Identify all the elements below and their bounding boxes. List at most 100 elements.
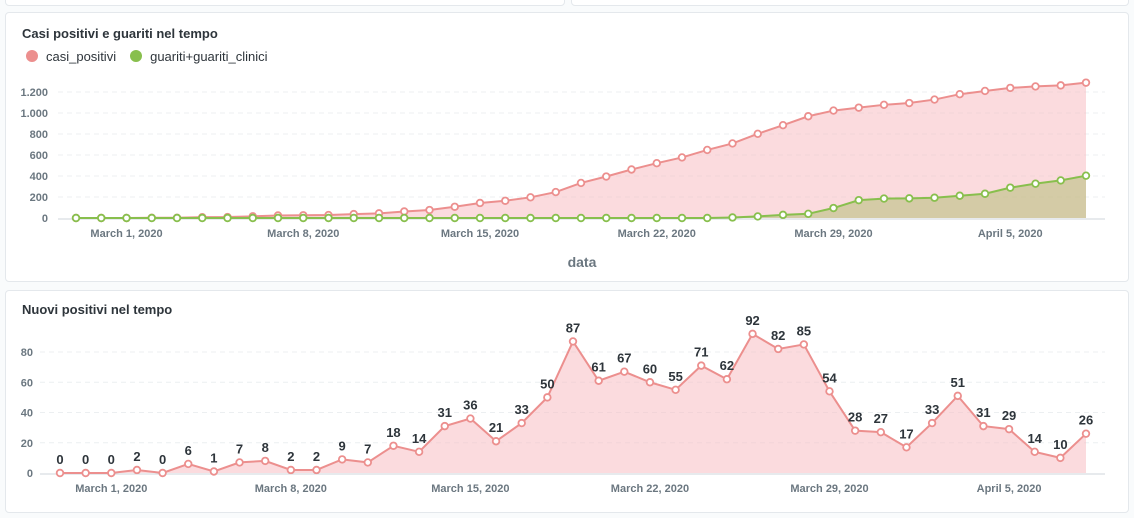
data-point	[81, 468, 90, 478]
data-point	[425, 205, 434, 215]
y-tick-label: 0	[42, 213, 48, 225]
data-point	[829, 203, 838, 213]
top-right-card	[571, 0, 1129, 6]
data-point	[645, 378, 655, 387]
data-point	[312, 465, 321, 475]
data-point	[1004, 424, 1014, 434]
series-area-guariti+guariti_clinici	[76, 175, 1086, 218]
data-label: 8	[262, 440, 269, 455]
data-point	[543, 393, 552, 402]
data-point	[414, 447, 424, 457]
x-tick-label: March 8, 2020	[267, 228, 339, 240]
data-point	[337, 455, 347, 464]
x-tick-label: March 29, 2020	[794, 228, 872, 240]
data-point	[979, 421, 988, 431]
data-point	[1006, 83, 1015, 93]
data-label: 0	[56, 452, 63, 467]
data-point	[1056, 81, 1065, 90]
data-point	[1056, 453, 1065, 463]
data-point	[71, 213, 81, 223]
chart-title: Casi positivi e guariti nel tempo	[22, 26, 218, 41]
data-point	[879, 194, 889, 203]
data-point	[697, 361, 706, 370]
data-point	[286, 465, 296, 475]
y-tick-label: 60	[21, 377, 33, 389]
data-point	[854, 195, 863, 205]
y-tick-label: 1.200	[20, 87, 48, 99]
data-point	[363, 458, 372, 467]
data-label: 92	[745, 313, 759, 328]
data-point	[389, 441, 398, 450]
data-label: 31	[976, 405, 990, 420]
data-point	[526, 213, 535, 223]
data-point	[778, 210, 788, 220]
data-point	[602, 213, 611, 223]
data-point	[147, 213, 156, 223]
data-point	[122, 213, 131, 223]
data-point	[97, 213, 106, 223]
data-point	[902, 443, 911, 452]
data-point	[1056, 176, 1065, 185]
data-label: 54	[822, 370, 837, 385]
data-label: 31	[438, 405, 452, 420]
data-point	[400, 213, 409, 223]
x-tick-label: April 5, 2020	[977, 483, 1042, 495]
x-tick-label: March 22, 2020	[611, 483, 689, 495]
data-point	[671, 385, 680, 395]
data-label: 0	[82, 452, 89, 467]
data-point	[501, 213, 510, 223]
data-point	[652, 158, 661, 168]
data-point	[980, 86, 990, 96]
data-point	[854, 103, 863, 112]
data-label: 87	[566, 320, 580, 335]
data-label: 51	[951, 375, 965, 390]
data-label: 28	[848, 410, 862, 425]
data-label: 21	[489, 420, 503, 435]
data-point	[158, 468, 167, 478]
x-tick-label: April 5, 2020	[978, 228, 1043, 240]
series-area-casi_positivi	[76, 82, 1086, 218]
data-point	[517, 418, 526, 428]
data-point	[475, 198, 485, 208]
data-point	[876, 427, 885, 437]
data-point	[850, 426, 860, 435]
data-point	[930, 95, 939, 104]
data-point	[440, 421, 449, 431]
data-point	[1006, 183, 1015, 192]
chart-title: Nuovi positivi nel tempo	[22, 302, 173, 317]
legend-item-guariti[interactable]: guariti+guariti_clinici	[130, 49, 268, 64]
data-label: 33	[925, 402, 939, 417]
data-label: 7	[364, 441, 371, 456]
data-point	[209, 467, 219, 476]
data-label: 67	[617, 351, 631, 366]
data-label: 2	[133, 449, 140, 464]
y-tick-label: 800	[30, 129, 48, 141]
data-label: 71	[694, 345, 708, 360]
data-point	[799, 340, 809, 349]
data-point	[425, 213, 434, 223]
data-label: 82	[771, 328, 785, 343]
y-tick-label: 40	[21, 408, 33, 420]
data-label: 27	[874, 411, 888, 426]
data-point	[1030, 447, 1039, 457]
data-label: 14	[1027, 431, 1042, 446]
data-point	[953, 391, 962, 401]
legend-item-casi-positivi[interactable]: casi_positivi	[26, 49, 116, 64]
data-point	[172, 213, 182, 223]
x-tick-label: March 1, 2020	[90, 228, 162, 240]
data-point	[753, 129, 762, 138]
data-point	[930, 193, 939, 202]
data-point	[450, 213, 459, 223]
data-label: 55	[668, 369, 682, 384]
data-point	[501, 196, 510, 205]
data-point	[905, 194, 914, 203]
data-point	[107, 468, 116, 478]
data-point	[804, 112, 813, 121]
x-tick-label: March 1, 2020	[75, 483, 147, 495]
data-label: 36	[463, 398, 477, 413]
legend: casi_positivi guariti+guariti_clinici	[26, 49, 268, 64]
data-label: 62	[720, 358, 734, 373]
data-point	[299, 213, 308, 223]
data-label: 33	[514, 402, 528, 417]
data-point	[223, 213, 232, 223]
